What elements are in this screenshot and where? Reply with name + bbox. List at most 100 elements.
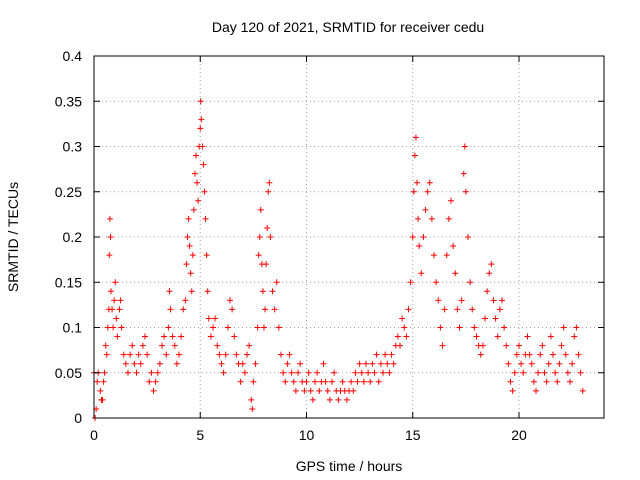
data-point bbox=[375, 378, 382, 385]
data-point bbox=[137, 360, 144, 367]
data-point bbox=[507, 378, 514, 385]
data-point bbox=[195, 197, 202, 204]
data-point bbox=[348, 378, 355, 385]
data-point bbox=[189, 252, 196, 259]
data-point bbox=[249, 405, 256, 412]
data-point bbox=[139, 342, 146, 349]
data-point bbox=[541, 369, 548, 376]
data-point bbox=[484, 288, 491, 295]
data-point bbox=[218, 360, 225, 367]
data-point bbox=[354, 378, 361, 385]
data-point bbox=[467, 279, 474, 286]
data-point bbox=[407, 279, 414, 286]
data-point bbox=[282, 378, 289, 385]
data-point bbox=[290, 378, 297, 385]
data-point bbox=[269, 288, 276, 295]
data-point bbox=[571, 333, 578, 340]
data-point bbox=[516, 342, 522, 349]
data-point bbox=[275, 324, 282, 331]
data-point bbox=[227, 297, 233, 304]
data-point bbox=[116, 306, 123, 313]
data-point bbox=[307, 387, 314, 394]
data-point bbox=[363, 360, 369, 367]
data-point bbox=[284, 360, 291, 367]
data-point bbox=[202, 215, 209, 222]
data-point bbox=[301, 387, 308, 394]
data-point bbox=[167, 306, 174, 313]
data-point bbox=[171, 342, 178, 349]
data-point bbox=[324, 387, 331, 394]
data-point bbox=[110, 324, 117, 331]
data-point bbox=[365, 369, 372, 376]
data-point bbox=[377, 360, 384, 367]
data-point bbox=[409, 234, 416, 240]
data-point bbox=[198, 116, 205, 123]
data-point bbox=[569, 360, 576, 367]
data-point bbox=[560, 324, 567, 331]
grid bbox=[94, 56, 604, 418]
data-point bbox=[222, 351, 229, 358]
data-point bbox=[118, 324, 125, 331]
data-point bbox=[256, 234, 263, 240]
data-point bbox=[224, 324, 231, 331]
data-point bbox=[159, 342, 165, 349]
data-point bbox=[452, 270, 459, 277]
data-point bbox=[526, 351, 533, 358]
data-point bbox=[94, 378, 101, 385]
data-point bbox=[254, 324, 261, 331]
data-point bbox=[528, 360, 535, 367]
data-point bbox=[255, 252, 262, 259]
x-axis-label: GPS time / hours bbox=[296, 458, 403, 474]
data-point bbox=[161, 333, 168, 340]
data-point bbox=[188, 288, 195, 295]
y-tick-label: 0.1 bbox=[63, 320, 83, 336]
data-point bbox=[104, 324, 111, 331]
y-tick-label: 0.05 bbox=[55, 365, 82, 381]
data-point bbox=[262, 306, 269, 313]
data-point bbox=[386, 369, 393, 376]
data-point bbox=[146, 378, 153, 385]
y-tick-label: 0.4 bbox=[63, 48, 83, 64]
data-point bbox=[309, 396, 316, 403]
y-tick-label: 0 bbox=[74, 410, 82, 426]
data-point bbox=[178, 333, 185, 340]
data-point bbox=[499, 297, 505, 304]
data-point bbox=[101, 369, 108, 376]
y-tick-label: 0.2 bbox=[63, 229, 83, 245]
data-point bbox=[488, 261, 495, 268]
data-point bbox=[399, 315, 406, 322]
data-point bbox=[352, 369, 359, 376]
data-point bbox=[520, 369, 527, 376]
data-point bbox=[552, 369, 559, 376]
data-point bbox=[454, 306, 461, 313]
data-point bbox=[286, 351, 293, 358]
data-point bbox=[111, 297, 118, 304]
data-point bbox=[369, 360, 376, 367]
data-point bbox=[204, 288, 211, 295]
data-point bbox=[303, 378, 310, 385]
data-point bbox=[556, 360, 563, 367]
data-point bbox=[384, 360, 391, 367]
data-point bbox=[358, 369, 365, 376]
data-point bbox=[173, 360, 180, 367]
data-point bbox=[530, 378, 537, 385]
data-point bbox=[316, 387, 323, 394]
data-point bbox=[401, 324, 408, 331]
data-point bbox=[564, 369, 571, 376]
data-point bbox=[142, 333, 148, 340]
x-tick-label: 10 bbox=[299, 427, 315, 443]
data-point bbox=[545, 360, 552, 367]
data-point bbox=[176, 351, 182, 358]
data-point bbox=[257, 206, 264, 213]
data-point bbox=[266, 179, 273, 186]
data-point bbox=[482, 315, 488, 322]
data-point bbox=[185, 215, 192, 222]
x-tick-label: 5 bbox=[196, 427, 204, 443]
data-point bbox=[382, 351, 389, 358]
data-point bbox=[259, 288, 266, 295]
data-point bbox=[371, 369, 378, 376]
data-point bbox=[231, 333, 238, 340]
data-point bbox=[554, 378, 561, 385]
data-point bbox=[524, 333, 531, 340]
data-point bbox=[339, 378, 346, 385]
